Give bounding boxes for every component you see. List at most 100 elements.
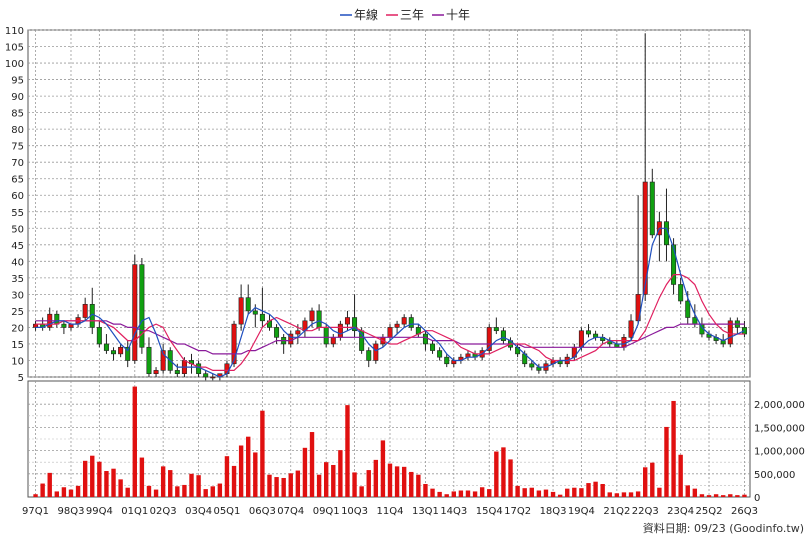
- volume-bar: [125, 487, 130, 497]
- legend-label: 三年: [400, 8, 424, 22]
- volume-bar: [728, 494, 733, 497]
- x-tick-label: 10Q3: [341, 506, 368, 517]
- candle-body: [274, 327, 280, 338]
- candle-body: [231, 323, 237, 365]
- candle-body: [493, 327, 499, 332]
- candle-body: [153, 370, 159, 374]
- x-axis: 97Q1 98Q3 99Q4 01Q1 02Q3 03Q4 05Q1 06Q3 07Q4 09Q1…: [22, 506, 758, 517]
- x-tick-label: 18Q3: [540, 506, 567, 517]
- volume-bar: [650, 462, 655, 497]
- candle-body: [671, 244, 677, 285]
- candle-body: [578, 330, 584, 348]
- candle-body: [373, 343, 379, 361]
- x-tick-label: 11Q4: [377, 506, 404, 517]
- volume-bar: [231, 465, 237, 497]
- x-tick-label: 21Q2: [603, 506, 630, 517]
- x-tick-label: 22Q3: [632, 506, 659, 517]
- volume-bar: [458, 490, 464, 497]
- volume-bar: [316, 474, 322, 497]
- volume-bar: [366, 470, 371, 497]
- volume-bar: [572, 487, 577, 497]
- volume-bar: [246, 436, 251, 497]
- candle-body: [196, 363, 202, 374]
- volume-bar: [508, 459, 513, 497]
- volume-tick-label: 0: [754, 493, 760, 504]
- price-tick-label: 90: [11, 92, 24, 103]
- volume-bar: [586, 483, 591, 497]
- volume-bar: [61, 487, 67, 497]
- volume-bar: [607, 492, 612, 497]
- volume-bar: [628, 492, 634, 497]
- volume-series: [33, 386, 747, 497]
- candle-body: [366, 350, 372, 361]
- candle-body: [500, 330, 506, 341]
- candle-body: [330, 337, 336, 345]
- legend-label: 十年: [446, 8, 470, 22]
- volume-bar: [529, 487, 534, 497]
- price-tick-label: 25: [11, 307, 24, 318]
- price-tick-label: 65: [11, 175, 24, 186]
- x-tick-label: 01Q1: [121, 506, 148, 517]
- price-tick-label: 100: [5, 59, 24, 70]
- candle-body: [103, 343, 109, 351]
- volume-bar: [685, 485, 690, 497]
- volume-bar: [324, 462, 329, 497]
- price-tick-label: 45: [11, 241, 24, 252]
- volume-bar: [203, 489, 208, 497]
- volume-bar: [82, 460, 88, 497]
- volume-bar: [657, 487, 662, 497]
- volume-bar: [373, 459, 379, 497]
- candle-body: [309, 310, 315, 322]
- volume-bar: [494, 451, 499, 497]
- volume-bar: [153, 489, 159, 497]
- volume-bar: [267, 474, 272, 497]
- volume-bar: [111, 468, 116, 497]
- volume-bar: [196, 475, 201, 497]
- candle-body: [259, 313, 265, 322]
- candle-body: [649, 181, 655, 236]
- volume-bar: [331, 464, 336, 497]
- volume-bar: [394, 466, 400, 497]
- candle-body: [245, 297, 251, 312]
- volume-bar: [430, 488, 435, 497]
- volume-bar: [40, 483, 45, 497]
- candle-body: [430, 343, 436, 351]
- candle-body: [224, 363, 230, 374]
- price-tick-label: 95: [11, 76, 24, 87]
- x-tick-label: 97Q1: [22, 506, 49, 517]
- volume-bar: [139, 457, 145, 497]
- x-tick-label: 03Q4: [185, 506, 212, 517]
- volume-bar: [444, 494, 449, 497]
- volume-bar: [557, 494, 563, 497]
- x-tick-label: 02Q3: [150, 506, 177, 517]
- volume-tick-label: 1,500,000: [754, 423, 805, 434]
- candle-body: [125, 346, 131, 361]
- candle-body: [685, 300, 691, 318]
- x-tick-label: 26Q3: [731, 506, 758, 517]
- price-tick-label: 40: [11, 257, 24, 268]
- volume-bar: [621, 492, 627, 497]
- candle-body: [337, 323, 343, 338]
- volume-tick-label: 2,000,000: [754, 400, 805, 411]
- volume-bar: [182, 484, 187, 497]
- x-tick-label: 15Q4: [476, 506, 503, 517]
- price-tick-label: 60: [11, 191, 24, 202]
- candle-body: [139, 264, 145, 348]
- volume-bar: [501, 447, 506, 497]
- candle-body: [238, 297, 244, 325]
- volume-bar: [260, 410, 265, 497]
- candle-body: [61, 323, 67, 328]
- candle-body: [316, 310, 322, 328]
- volume-bar: [706, 495, 712, 497]
- volume-bar: [692, 488, 698, 497]
- volume-bar: [678, 454, 683, 497]
- volume-bar: [295, 470, 301, 497]
- candle-body: [692, 317, 698, 325]
- price-tick-label: 70: [11, 158, 24, 169]
- price-tick-label: 105: [5, 43, 24, 54]
- candle-body: [203, 373, 209, 378]
- x-tick-label: 25Q2: [696, 506, 723, 517]
- volume-bar: [635, 491, 641, 497]
- volume-bar: [671, 400, 676, 497]
